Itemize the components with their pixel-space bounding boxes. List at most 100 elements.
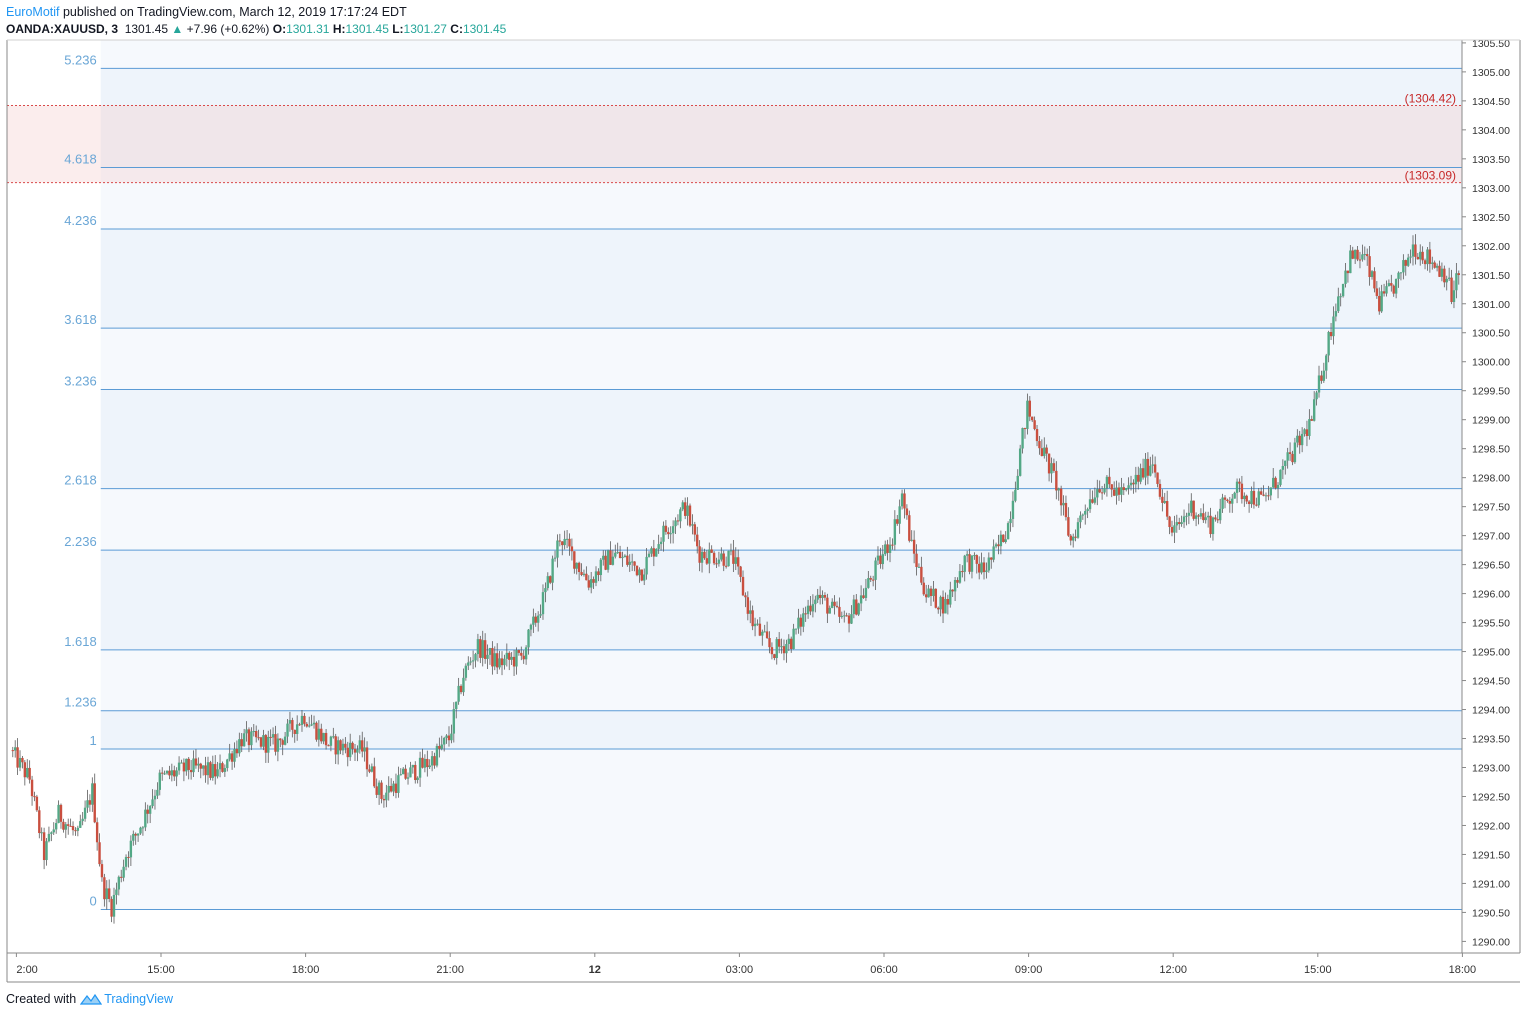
- candle-body: [527, 629, 530, 648]
- candle-body: [884, 544, 887, 555]
- candle-body: [505, 652, 509, 659]
- candle-body: [565, 538, 569, 540]
- candle-body: [753, 623, 757, 627]
- price-tick-label: 1294.50: [1472, 676, 1510, 688]
- candle-body: [1108, 476, 1111, 485]
- candle-body: [187, 758, 190, 770]
- candle-body: [577, 562, 581, 573]
- candle-body: [88, 800, 92, 805]
- author-link[interactable]: EuroMotif: [6, 5, 60, 19]
- candle-body: [365, 747, 369, 770]
- candle-body: [1127, 485, 1130, 489]
- candle-body: [599, 559, 603, 576]
- candle-body: [1144, 458, 1147, 478]
- candle-body: [652, 548, 656, 557]
- price-tick-label: 1304.50: [1472, 96, 1510, 108]
- candle-body: [298, 724, 301, 726]
- time-tick-label: 18:00: [1449, 964, 1477, 976]
- candle-body: [1137, 474, 1140, 482]
- candle-body: [156, 789, 159, 796]
- candle-body: [1394, 278, 1398, 294]
- candle-body: [1320, 375, 1323, 381]
- candle-body: [1004, 539, 1007, 542]
- candle-body: [45, 841, 48, 861]
- candle-body: [1423, 260, 1427, 265]
- candle-body: [1390, 283, 1393, 286]
- candle-body: [1214, 517, 1217, 520]
- candle-body: [194, 758, 198, 766]
- candle-body: [305, 723, 309, 727]
- candle-body: [1329, 332, 1333, 337]
- time-tick-label: 12: [589, 964, 601, 976]
- candle-body: [691, 524, 694, 526]
- candle-body: [1361, 254, 1364, 260]
- candle-body: [710, 549, 713, 553]
- candle-body: [11, 750, 14, 752]
- candle-body: [645, 556, 648, 575]
- candle-body: [423, 758, 427, 768]
- candle-body: [773, 654, 776, 659]
- candle-body: [385, 792, 388, 801]
- candle-body: [240, 739, 243, 747]
- last-price: 1301.45: [124, 22, 169, 36]
- price-axis[interactable]: [1462, 40, 1528, 953]
- candle-body: [1023, 428, 1027, 430]
- candle-body: [1146, 458, 1150, 476]
- candle-body: [100, 864, 104, 878]
- time-tick-label: 06:00: [870, 964, 898, 976]
- candle-body: [777, 639, 781, 647]
- price-tick-label: 1290.50: [1472, 907, 1510, 919]
- candle-body: [1117, 487, 1121, 495]
- candle-body: [609, 550, 612, 565]
- candle-body: [177, 762, 181, 771]
- candle-body: [291, 720, 294, 730]
- candle-body: [120, 876, 123, 878]
- candle-body: [744, 595, 747, 598]
- candle-body: [1096, 489, 1099, 498]
- candle-body: [264, 735, 268, 753]
- candle-body: [1409, 256, 1412, 258]
- candle-body: [1018, 448, 1022, 476]
- candle-body: [435, 745, 439, 766]
- candle-body: [1385, 286, 1388, 294]
- candle-body: [1011, 500, 1015, 519]
- candle-body: [368, 769, 371, 772]
- candle-body: [209, 762, 212, 778]
- candle-body: [1067, 517, 1070, 536]
- candle-body: [855, 599, 858, 615]
- candle-body: [373, 766, 376, 787]
- candle-body: [674, 520, 677, 527]
- candle-body: [1339, 296, 1342, 298]
- supply-zone[interactable]: [7, 105, 1462, 183]
- candle-body: [1303, 429, 1306, 434]
- candle-body: [250, 731, 253, 746]
- candle-body: [192, 758, 195, 773]
- candle-body: [163, 773, 166, 775]
- candle-body: [1182, 516, 1186, 523]
- candle-body: [729, 550, 733, 552]
- candle-body: [633, 561, 636, 566]
- candle-body: [698, 546, 701, 563]
- time-tick-label: 09:00: [1015, 964, 1043, 976]
- candle-body: [982, 562, 986, 573]
- candle-body: [794, 628, 798, 630]
- candle-body: [467, 662, 470, 666]
- candle-body: [74, 830, 77, 832]
- candle-body: [920, 566, 923, 583]
- candle-body: [1231, 498, 1234, 504]
- candle-body: [671, 526, 675, 534]
- price-tick-label: 1296.00: [1472, 589, 1510, 601]
- candle-body: [389, 785, 393, 792]
- price-tick-label: 1304.00: [1472, 125, 1510, 137]
- candle-body: [1276, 484, 1280, 489]
- candle-body: [139, 827, 142, 834]
- tradingview-brand[interactable]: TradingView: [104, 992, 173, 1006]
- candle-body: [399, 774, 402, 776]
- candle-body: [592, 579, 595, 583]
- candle-body: [1356, 249, 1359, 260]
- price-tick-label: 1296.50: [1472, 560, 1510, 572]
- candle-body: [785, 644, 788, 654]
- time-tick-label: 15:00: [147, 964, 175, 976]
- candle-body: [476, 639, 480, 655]
